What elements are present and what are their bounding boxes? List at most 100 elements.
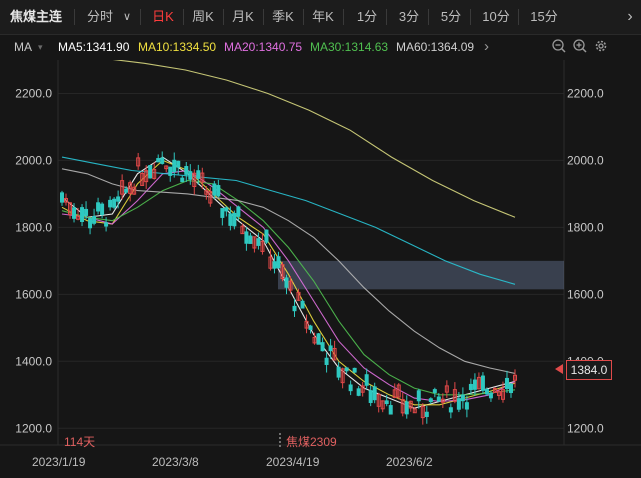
tab-period-8[interactable]: 10分 [482,9,510,24]
more-periods-icon[interactable]: › [627,8,633,25]
candle-body [264,229,269,243]
x-tick-label-0: 2023/1/19 [32,455,86,469]
candle-body [496,391,501,396]
series-line-ma250 [61,52,516,218]
candle-body [132,186,137,195]
candle-body [480,375,485,391]
contract-switch-label: 焦煤2309 [286,435,337,449]
tab-period-6[interactable]: 3分 [398,9,420,24]
tab-period-7[interactable]: 5分 [440,9,462,24]
candle-body [168,166,173,176]
candle-body [472,379,477,390]
bar-count-label: 114天 [64,435,95,449]
candle-body [120,180,125,195]
y-tick-label-left: 1400.0 [15,354,52,368]
candle-body [440,398,445,403]
candle-body [328,345,333,352]
last-price-tag: 1384.0 [566,360,612,380]
tab-fenshi[interactable]: 分时 [86,9,113,24]
divider [263,9,264,25]
y-tick-label-right: 1800.0 [567,220,604,234]
candle-body [184,166,189,175]
candle-body [304,320,309,329]
candle-body [488,392,493,399]
tab-period-2[interactable]: 月K [232,9,254,24]
tab-period-0[interactable]: 日K [152,9,174,24]
candle-body [300,300,305,309]
ma20-value: MA20:1340.75 [224,40,303,54]
candle-body [332,347,337,361]
contract-title[interactable]: 焦煤主连 [9,9,62,24]
last-price-arrow-icon [555,364,563,374]
candle-body [364,374,369,386]
candle-body [244,231,249,244]
y-tick-label-left: 1800.0 [15,220,52,234]
candle-body [412,408,417,414]
zoom-out-icon[interactable] [550,38,568,56]
candle-body [136,157,141,167]
y-tick-label-left: 2200.0 [15,86,52,100]
ma60-value: MA60:1364.09 [396,40,475,54]
candle-body [272,261,277,269]
candle-body [380,400,385,410]
candle-body [220,208,225,218]
divider [223,9,224,25]
chevron-down-icon[interactable]: ∨ [122,11,132,23]
tab-period-3[interactable]: 季K [272,9,294,24]
candle-body [340,368,345,384]
candle-body [400,399,405,414]
price-band-zone [278,260,564,290]
candle-body [284,277,289,288]
candle-body [388,405,393,415]
ma30-value: MA30:1314.63 [310,40,389,54]
candle-body [368,390,373,403]
candle-body [448,407,453,413]
candle-body [484,389,489,395]
candle-body [228,213,233,226]
candle-body [192,172,197,188]
tab-period-1[interactable]: 周K [192,9,214,24]
divider [518,9,519,25]
candle-body [404,401,409,415]
ma-dropdown-icon[interactable]: ▾ [38,42,43,52]
candle-body [216,185,221,197]
candle-body [92,216,97,224]
x-tick-label-3: 2023/6/2 [386,455,433,469]
y-tick-label-right: 1600.0 [567,287,604,301]
y-tick-label-right: 2200.0 [567,86,604,100]
divider [140,9,141,25]
divider [386,9,387,25]
candle-body [376,393,381,407]
tab-period-9[interactable]: 15分 [530,9,558,24]
x-tick-label-1: 2023/3/8 [152,455,199,469]
candle-body [124,188,129,193]
candle-body [84,208,89,216]
candle-body [156,158,161,163]
ma-label[interactable]: MA [14,40,32,54]
candle-body [240,225,245,235]
candle-body [356,388,361,396]
divider [343,9,344,25]
candle-body [200,172,205,183]
candle-body [508,383,513,394]
tab-period-5[interactable]: 1分 [356,9,378,24]
y-tick-label-right: 1200.0 [567,421,604,435]
kline-chart-svg[interactable]: 1200.01200.01400.01400.01600.01600.01800… [0,52,641,473]
candle-body [116,196,121,202]
divider [428,9,429,25]
candle-body [248,235,253,244]
candle-body [424,411,429,417]
divider [74,9,75,25]
candle-body [88,218,93,229]
candle-body [428,398,433,403]
gear-icon[interactable] [592,38,610,56]
candle-body [160,157,165,164]
legend-next-icon[interactable]: › [484,38,489,55]
tab-period-4[interactable]: 年K [312,9,334,24]
candle-body [324,357,329,365]
zoom-in-icon[interactable] [571,38,589,56]
divider [183,9,184,25]
candle-body [112,198,117,208]
candle-body [64,198,69,203]
kline-chart[interactable]: 1200.01200.01400.01400.01600.01600.01800… [0,52,641,473]
